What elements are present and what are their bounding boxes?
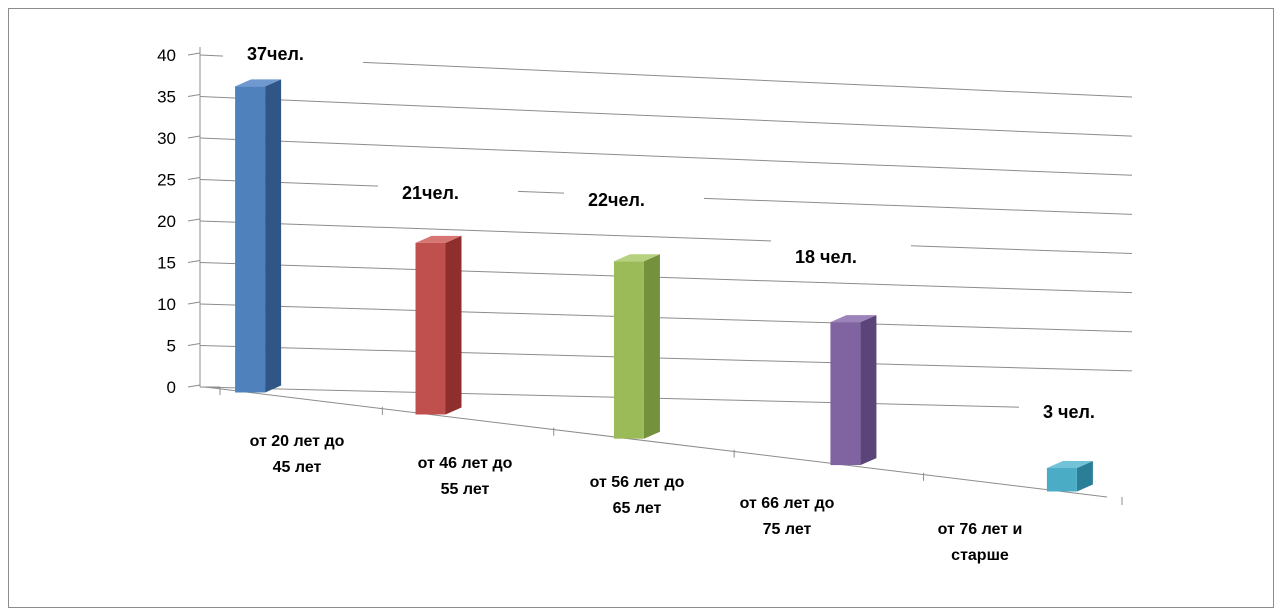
x-category-labels: от 20 лет до 45 лет от 46 лет до 55 лет от 5… bbox=[250, 433, 1023, 564]
bar-top bbox=[830, 315, 877, 323]
y-tick-label: 5 bbox=[167, 337, 176, 356]
bar bbox=[830, 322, 861, 466]
y-tick-label: 25 bbox=[157, 171, 176, 190]
bar-top bbox=[1046, 461, 1093, 469]
axes bbox=[199, 47, 1123, 505]
data-label-background bbox=[771, 233, 911, 277]
gridlines bbox=[187, 52, 1133, 411]
y-tick-label: 30 bbox=[157, 129, 176, 148]
bar-top bbox=[613, 254, 660, 262]
gridline-tick bbox=[187, 135, 201, 139]
gridline-tick bbox=[187, 218, 201, 222]
bar-top bbox=[415, 235, 462, 243]
gridline bbox=[199, 96, 1133, 137]
data-label-background bbox=[564, 176, 704, 220]
data-label-background bbox=[1019, 388, 1159, 432]
gridline bbox=[199, 137, 1133, 176]
gridline-tick bbox=[187, 384, 201, 388]
gridline-tick bbox=[187, 343, 201, 346]
gridline-tick bbox=[187, 52, 201, 56]
gridline bbox=[199, 220, 1133, 254]
y-tick-labels: 0 5 10 15 20 25 30 35 40 bbox=[157, 46, 176, 397]
gridline-tick bbox=[187, 301, 201, 305]
bar-side bbox=[1076, 461, 1093, 492]
bar-chart: 0 5 10 15 20 25 30 35 40 от 20 лет до 45 лет от 46… bbox=[157, 30, 1159, 564]
y-tick-label: 20 bbox=[157, 212, 176, 231]
gridline bbox=[199, 262, 1133, 294]
x-axis-line bbox=[204, 386, 1108, 498]
y-tick-label: 15 bbox=[157, 254, 176, 273]
bars bbox=[235, 79, 1093, 492]
x-category-label: от 76 лет и старше bbox=[938, 521, 1023, 564]
bar-side bbox=[265, 79, 282, 393]
bar-side bbox=[860, 315, 877, 466]
y-tick-label: 35 bbox=[157, 88, 176, 107]
bar bbox=[613, 261, 644, 439]
bar-side bbox=[445, 235, 462, 415]
bar bbox=[415, 242, 446, 415]
x-category-label: от 46 лет до 55 лет bbox=[418, 455, 513, 498]
bar-side bbox=[643, 254, 660, 439]
y-tick-label: 10 bbox=[157, 295, 176, 314]
data-label: 37чел. bbox=[247, 44, 304, 64]
gridline-tick bbox=[187, 260, 201, 263]
data-label: 3 чел. bbox=[1043, 402, 1095, 422]
bar bbox=[1046, 468, 1077, 492]
gridline bbox=[199, 345, 1133, 372]
bar-top bbox=[235, 79, 282, 87]
bar bbox=[235, 86, 266, 393]
gridline-tick bbox=[187, 177, 201, 180]
data-label-background bbox=[223, 30, 363, 74]
gridline bbox=[199, 386, 1133, 411]
x-category-label: от 56 лет до 65 лет bbox=[590, 474, 685, 517]
x-category-label: от 66 лет до 75 лет bbox=[740, 495, 835, 538]
gridline bbox=[199, 303, 1133, 333]
x-category-label: от 20 лет до 45 лет bbox=[250, 433, 345, 476]
data-labels: 37чел. 21чел. 22чел. 18 чел. 3 чел. bbox=[223, 30, 1159, 432]
data-label-background bbox=[378, 169, 518, 213]
y-tick-label: 40 bbox=[157, 46, 176, 65]
data-label: 18 чел. bbox=[795, 247, 857, 267]
data-label: 21чел. bbox=[402, 183, 459, 203]
y-tick-label: 0 bbox=[167, 378, 176, 397]
gridline-tick bbox=[187, 94, 201, 97]
data-label: 22чел. bbox=[588, 190, 645, 210]
